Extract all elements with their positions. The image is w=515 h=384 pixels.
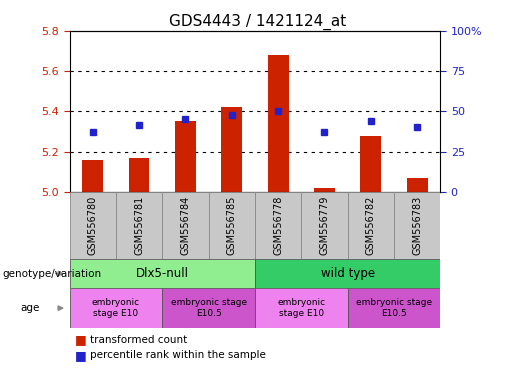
Bar	[255, 192, 301, 259]
Text: ■: ■	[75, 349, 87, 362]
Text: age: age	[21, 303, 40, 313]
Bar	[360, 136, 381, 192]
Text: embryonic stage
E10.5: embryonic stage E10.5	[170, 298, 247, 318]
Bar	[348, 288, 440, 328]
Text: embryonic stage
E10.5: embryonic stage E10.5	[356, 298, 432, 318]
Bar	[70, 259, 255, 288]
Bar	[301, 192, 348, 259]
Text: ■: ■	[75, 333, 87, 346]
Bar	[407, 178, 427, 192]
Text: GSM556779: GSM556779	[319, 196, 330, 255]
Text: transformed count: transformed count	[90, 335, 187, 345]
Text: GSM556780: GSM556780	[88, 196, 98, 255]
Bar	[82, 160, 103, 192]
Text: percentile rank within the sample: percentile rank within the sample	[90, 350, 266, 360]
Bar	[129, 158, 149, 192]
Text: GSM556781: GSM556781	[134, 196, 144, 255]
Text: GDS4443 / 1421124_at: GDS4443 / 1421124_at	[169, 13, 346, 30]
Bar	[348, 192, 394, 259]
Text: GSM556784: GSM556784	[180, 196, 191, 255]
Bar	[70, 192, 116, 259]
Bar	[162, 288, 255, 328]
Bar	[314, 188, 335, 192]
Text: wild type: wild type	[320, 267, 375, 280]
Bar	[162, 192, 209, 259]
Bar	[70, 288, 162, 328]
Bar	[116, 192, 162, 259]
Bar	[268, 55, 288, 192]
Text: embryonic
stage E10: embryonic stage E10	[277, 298, 325, 318]
Text: GSM556785: GSM556785	[227, 196, 237, 255]
Text: GSM556782: GSM556782	[366, 196, 376, 255]
Bar	[255, 259, 440, 288]
Bar	[221, 107, 242, 192]
Text: GSM556778: GSM556778	[273, 196, 283, 255]
Text: genotype/variation: genotype/variation	[3, 268, 101, 279]
Text: GSM556783: GSM556783	[412, 196, 422, 255]
Bar	[175, 121, 196, 192]
Bar	[394, 192, 440, 259]
Text: embryonic
stage E10: embryonic stage E10	[92, 298, 140, 318]
Text: Dlx5-null: Dlx5-null	[136, 267, 188, 280]
Bar	[255, 288, 348, 328]
Bar	[209, 192, 255, 259]
